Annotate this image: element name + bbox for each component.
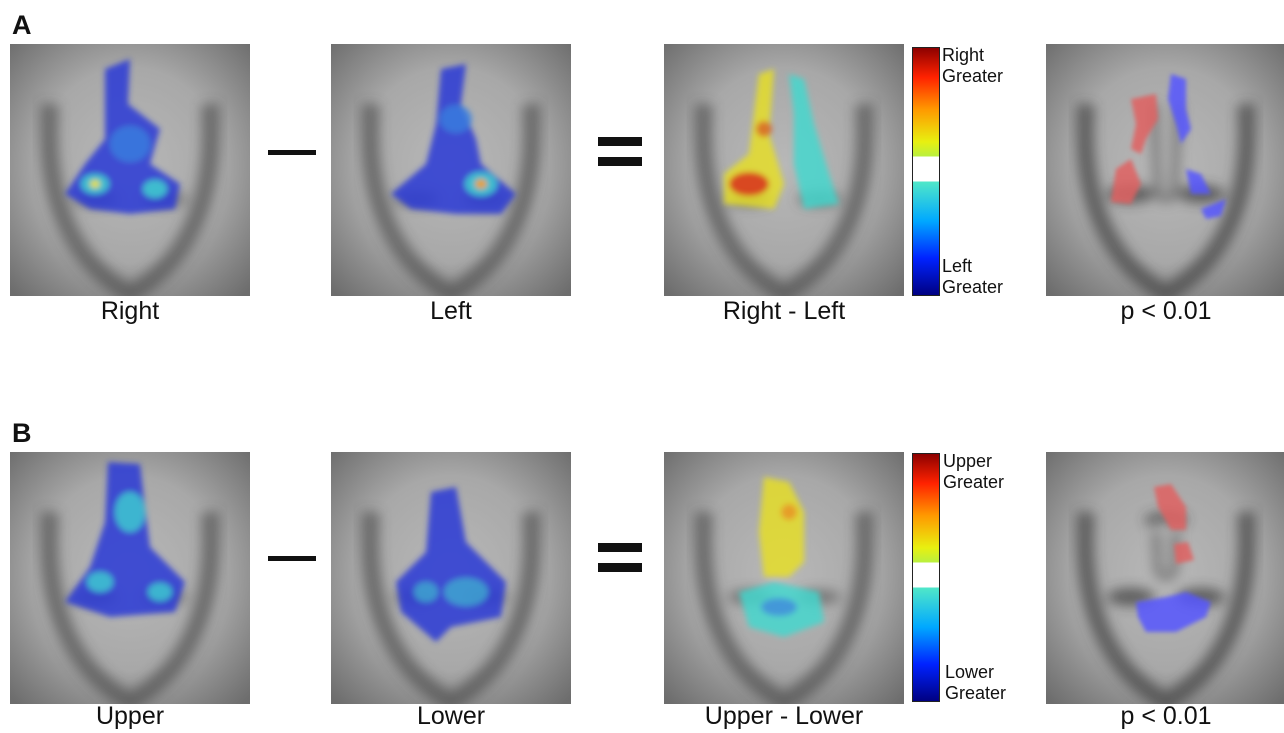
face-map-left <box>331 44 571 296</box>
colorbar-top-label: Right Greater <box>942 45 1004 86</box>
minus-operator <box>268 150 316 155</box>
caption-threshold: p < 0.01 <box>1120 297 1212 325</box>
face-map-difference <box>664 44 904 296</box>
equals-operator <box>598 137 642 177</box>
face-map-difference <box>664 452 904 704</box>
caption-lower: Lower <box>416 702 486 730</box>
face-map-right <box>10 44 250 296</box>
equals-operator <box>598 543 642 583</box>
caption-upper: Upper <box>95 702 165 730</box>
panel-letter-a: A <box>12 10 32 40</box>
caption-right: Right <box>100 297 160 325</box>
colorbar <box>912 47 940 296</box>
caption-threshold: p < 0.01 <box>1120 702 1212 730</box>
face-map-upper <box>10 452 250 704</box>
colorbar <box>912 453 940 702</box>
panel-letter-b: B <box>12 418 32 448</box>
colorbar-top-label: Upper Greater <box>943 451 1005 492</box>
colorbar-bottom-label: Lower Greater <box>945 662 1007 703</box>
face-map-lower <box>331 452 571 704</box>
face-map-significance <box>1046 44 1284 296</box>
caption-difference: Right - Left <box>722 297 846 325</box>
caption-difference: Upper - Lower <box>704 702 864 730</box>
minus-operator <box>268 556 316 561</box>
colorbar-bottom-label: Left Greater <box>942 256 1004 297</box>
caption-left: Left <box>430 297 472 325</box>
face-map-significance <box>1046 452 1284 704</box>
